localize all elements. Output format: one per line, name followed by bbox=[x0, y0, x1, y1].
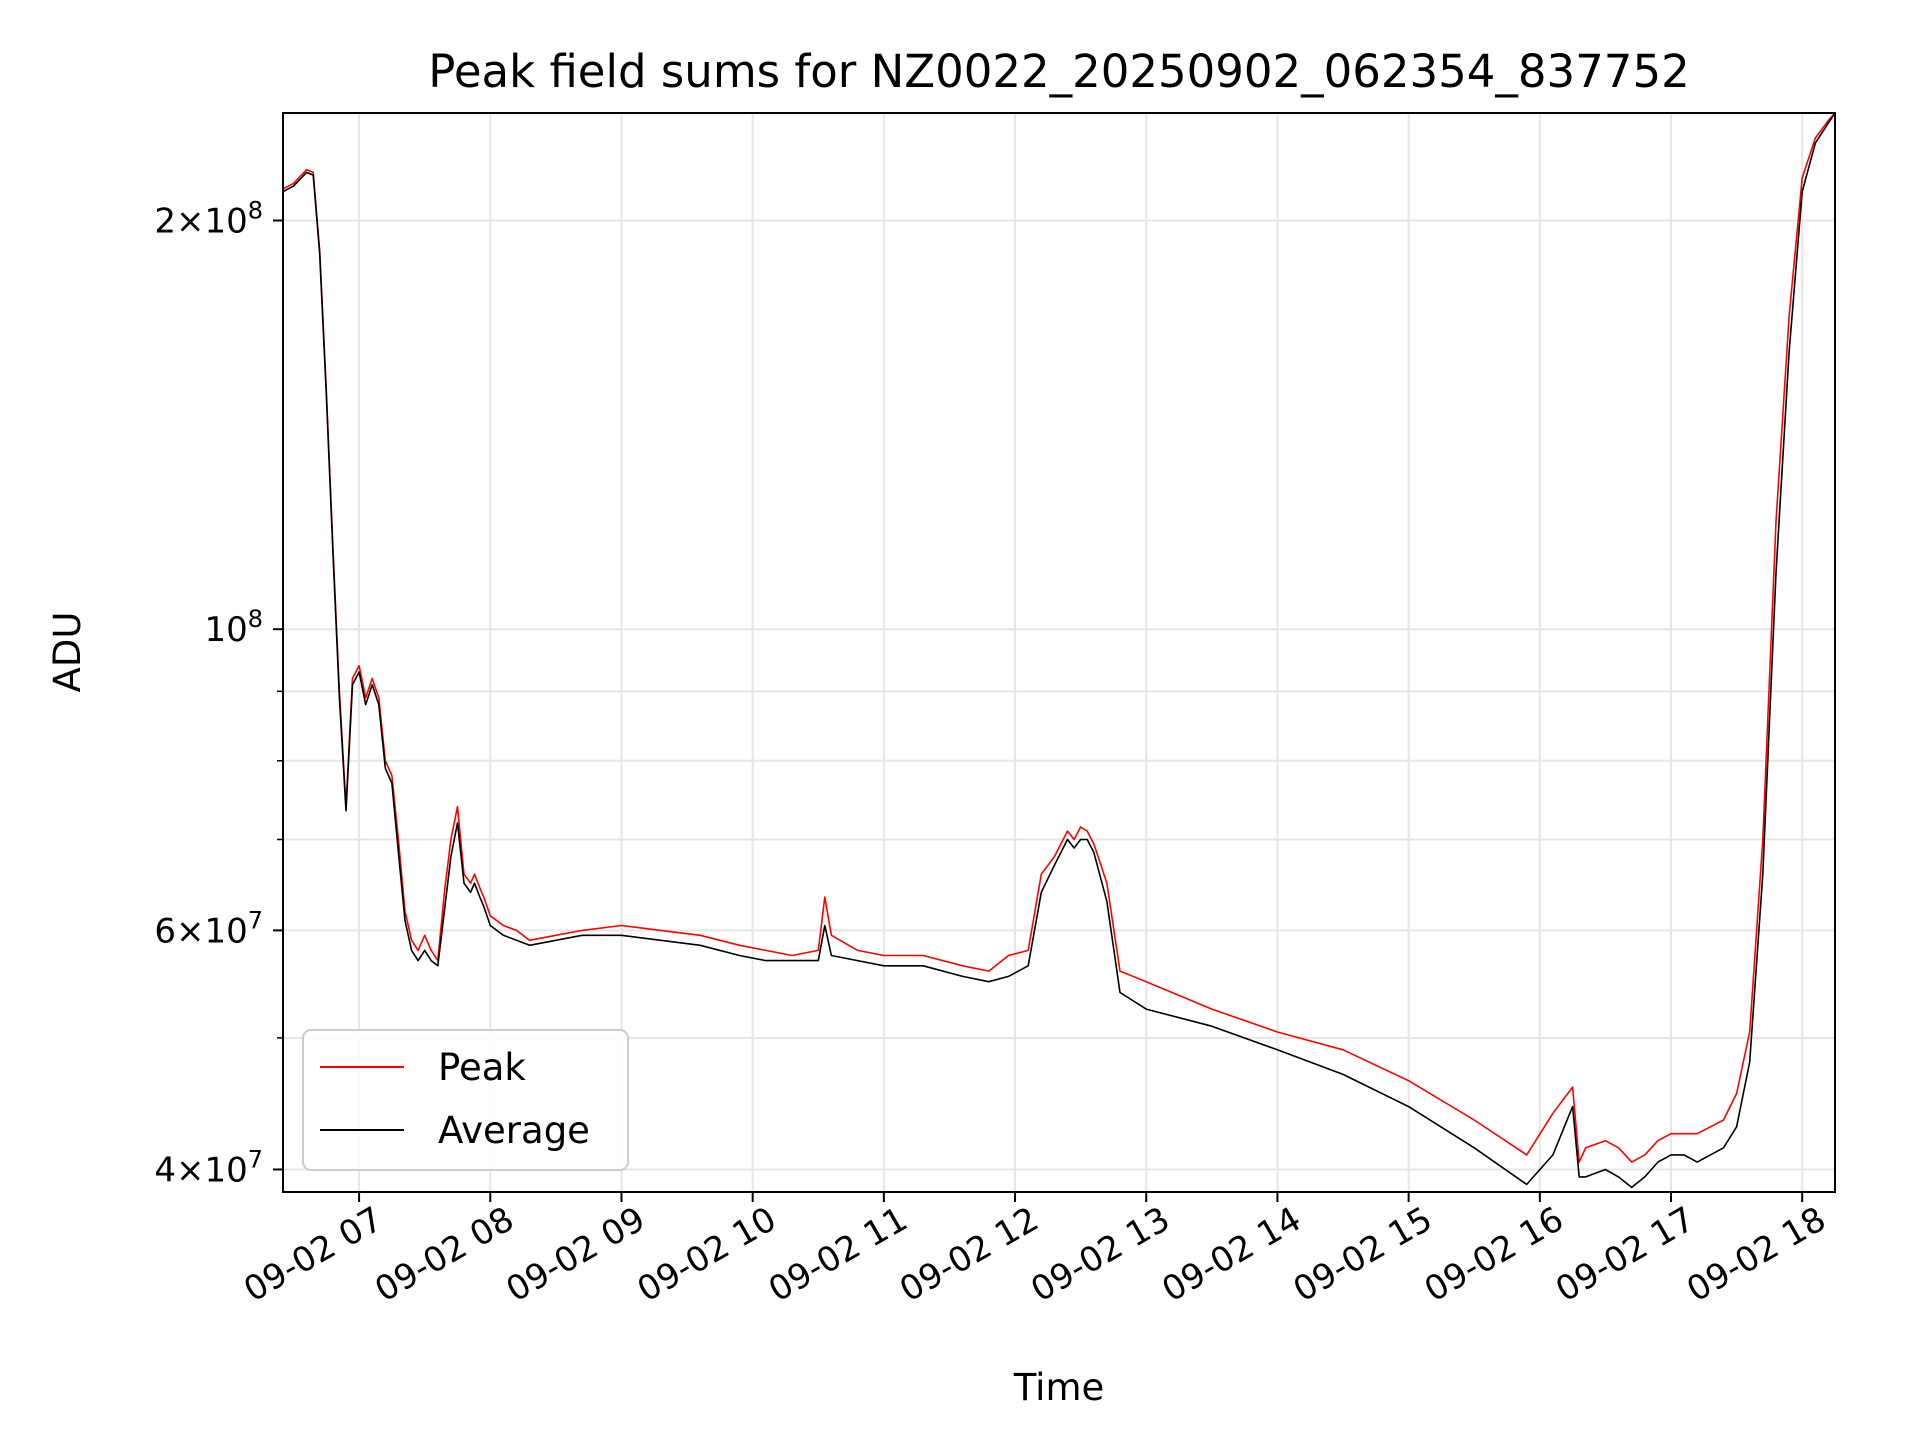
y-axis-label: ADU bbox=[46, 612, 89, 693]
grid bbox=[283, 113, 1835, 1192]
chart-title: Peak field sums for NZ0022_20250902_0623… bbox=[428, 45, 1689, 98]
y-tick-label: 2×108 bbox=[154, 197, 263, 242]
series-lines bbox=[282, 112, 1836, 1189]
y-tick-label: 108 bbox=[204, 605, 263, 650]
legend-label-peak: Peak bbox=[438, 1046, 526, 1089]
y-tick-label: 4×107 bbox=[154, 1145, 263, 1190]
plot-frame bbox=[282, 112, 1836, 1193]
series-line-average bbox=[282, 112, 1836, 1189]
x-axis-label: Time bbox=[1013, 1366, 1105, 1409]
y-axis-ticks: 2×108 108 6×107 4×107 bbox=[154, 197, 283, 1190]
legend-box bbox=[302, 1029, 629, 1171]
y-tick-label: 6×107 bbox=[154, 906, 263, 951]
legend: Peak Average bbox=[302, 1029, 629, 1171]
legend-label-average: Average bbox=[438, 1109, 590, 1152]
series-line-peak bbox=[282, 112, 1836, 1163]
